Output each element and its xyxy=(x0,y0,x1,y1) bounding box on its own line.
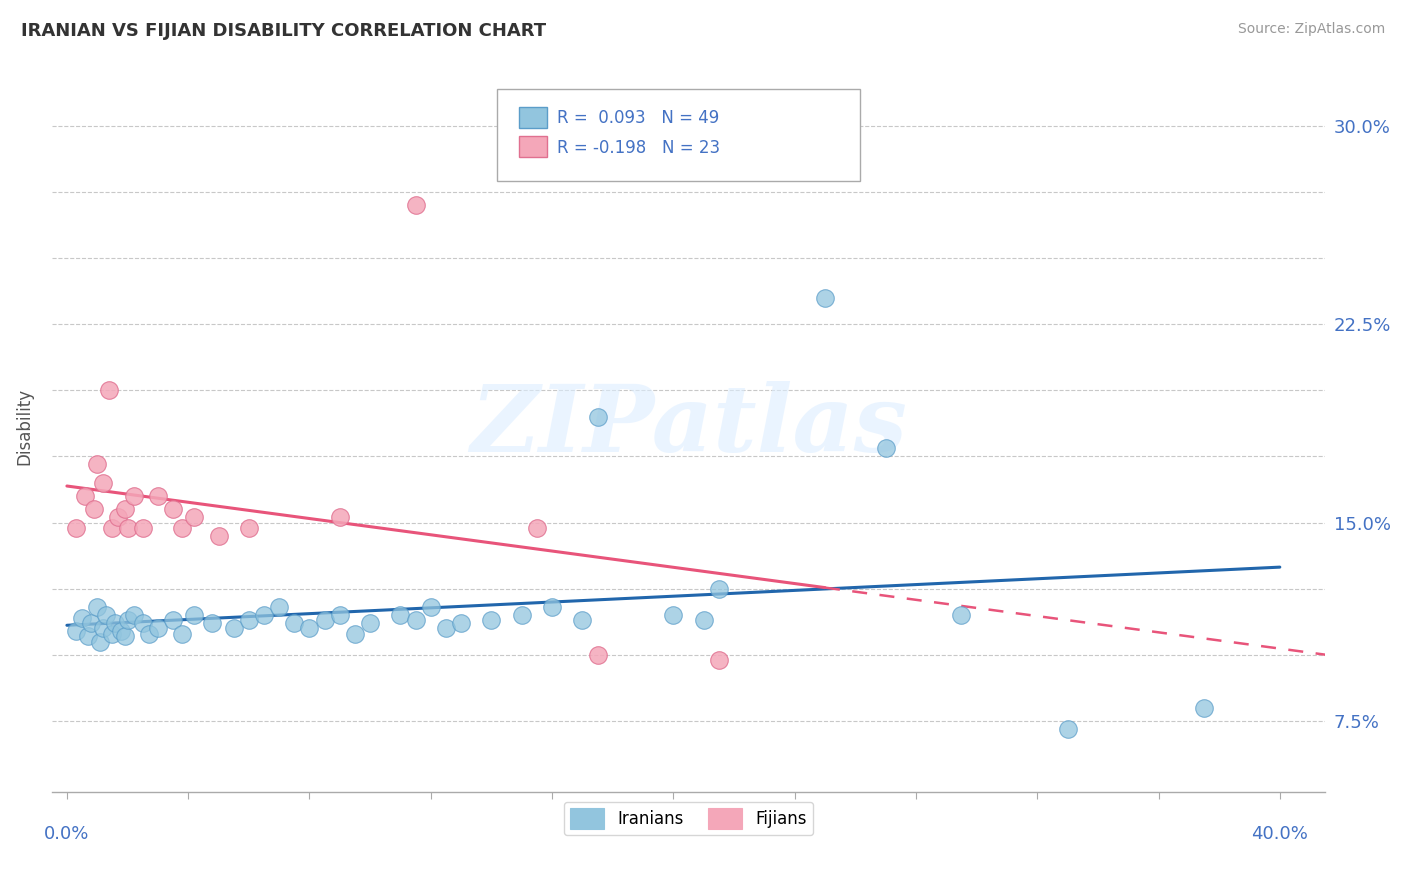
Point xyxy=(75,489,97,503)
Point xyxy=(329,510,352,524)
Point xyxy=(692,614,714,628)
Point xyxy=(146,621,169,635)
Point xyxy=(104,616,127,631)
Text: R =  0.093   N = 49: R = 0.093 N = 49 xyxy=(557,109,720,128)
Point xyxy=(83,502,105,516)
Point xyxy=(298,621,321,635)
Point xyxy=(172,521,194,535)
Point xyxy=(65,624,87,638)
Point xyxy=(207,529,229,543)
Point xyxy=(201,616,224,631)
Point xyxy=(70,611,93,625)
Text: 0.0%: 0.0% xyxy=(44,825,90,844)
Point xyxy=(96,608,118,623)
Point xyxy=(1192,700,1215,714)
Point xyxy=(526,521,548,535)
Point xyxy=(114,502,136,516)
Point xyxy=(222,621,245,635)
Text: ZIPatlas: ZIPatlas xyxy=(470,381,907,471)
Point xyxy=(662,608,685,623)
Text: IRANIAN VS FIJIAN DISABILITY CORRELATION CHART: IRANIAN VS FIJIAN DISABILITY CORRELATION… xyxy=(21,22,546,40)
Point xyxy=(707,582,730,596)
Point xyxy=(172,626,194,640)
Point xyxy=(571,614,593,628)
Point xyxy=(283,616,305,631)
Point xyxy=(586,648,609,662)
Point xyxy=(481,614,503,628)
Point xyxy=(419,600,441,615)
Point xyxy=(541,600,564,615)
Point xyxy=(146,489,169,503)
Point xyxy=(510,608,533,623)
Text: R = -0.198   N = 23: R = -0.198 N = 23 xyxy=(557,138,720,156)
Point xyxy=(707,653,730,667)
Point xyxy=(183,608,205,623)
Point xyxy=(117,521,139,535)
Point xyxy=(107,510,129,524)
Point xyxy=(101,626,124,640)
Point xyxy=(389,608,412,623)
Point xyxy=(1056,722,1078,736)
Point xyxy=(89,634,111,648)
Point xyxy=(586,409,609,424)
Point xyxy=(117,614,139,628)
Point xyxy=(65,521,87,535)
Point xyxy=(253,608,276,623)
Point xyxy=(110,624,132,638)
FancyBboxPatch shape xyxy=(498,89,860,180)
Point xyxy=(98,384,121,398)
Point xyxy=(329,608,352,623)
FancyBboxPatch shape xyxy=(519,136,547,157)
Point xyxy=(122,489,145,503)
Point xyxy=(950,608,973,623)
FancyBboxPatch shape xyxy=(519,107,547,128)
Point xyxy=(138,626,160,640)
Point xyxy=(238,614,260,628)
Point xyxy=(343,626,366,640)
Point xyxy=(91,475,114,490)
Point xyxy=(86,600,108,615)
Point xyxy=(122,608,145,623)
Point xyxy=(359,616,381,631)
Point xyxy=(875,442,897,456)
Point xyxy=(132,521,155,535)
Point xyxy=(101,521,124,535)
Point xyxy=(814,291,837,305)
Point xyxy=(183,510,205,524)
Point xyxy=(80,616,103,631)
Point xyxy=(405,614,427,628)
Point xyxy=(162,502,184,516)
Point xyxy=(405,198,427,212)
Y-axis label: Disability: Disability xyxy=(15,387,32,465)
Point xyxy=(86,458,108,472)
Text: Source: ZipAtlas.com: Source: ZipAtlas.com xyxy=(1237,22,1385,37)
Point xyxy=(314,614,336,628)
Point xyxy=(91,621,114,635)
Legend: Iranians, Fijians: Iranians, Fijians xyxy=(564,802,813,836)
Point xyxy=(77,629,100,643)
Point xyxy=(269,600,291,615)
Point xyxy=(450,616,472,631)
Text: 40.0%: 40.0% xyxy=(1251,825,1308,844)
Point xyxy=(434,621,457,635)
Point xyxy=(132,616,155,631)
Point xyxy=(238,521,260,535)
Point xyxy=(162,614,184,628)
Point xyxy=(114,629,136,643)
